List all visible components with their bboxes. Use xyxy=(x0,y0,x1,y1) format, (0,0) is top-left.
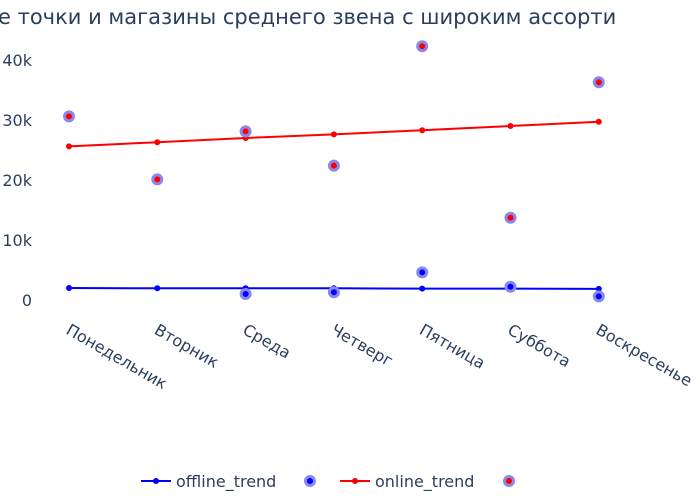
x-tick-label: Суббота xyxy=(505,320,575,371)
data-point xyxy=(239,288,252,300)
series-offline xyxy=(239,266,605,303)
y-axis-ticks: 0 10k 20k 30k 40k xyxy=(2,51,32,310)
trend-point xyxy=(154,285,161,292)
legend-label: online_trend xyxy=(375,472,474,492)
x-tick-label: Среда xyxy=(240,320,295,362)
data-point xyxy=(151,173,164,186)
x-tick-label: Четверг xyxy=(328,320,396,370)
x-tick-label: Воскресенье xyxy=(593,320,696,390)
legend-item-offline-trend[interactable]: offline_trend xyxy=(141,472,276,492)
series-online xyxy=(63,40,605,224)
series-online-trend xyxy=(66,118,602,150)
trend-point xyxy=(154,139,161,146)
legend-item-online-trend[interactable]: online_trend xyxy=(340,472,474,492)
trend-point xyxy=(507,123,514,129)
legend-item-marker[interactable] xyxy=(503,475,515,487)
data-point xyxy=(327,159,340,172)
chart-title: е точки и магазины среднего звена с широ… xyxy=(0,5,616,29)
data-point xyxy=(592,76,605,89)
y-tick-label: 20k xyxy=(2,171,32,190)
legend-marker-swatch xyxy=(503,475,515,487)
trend-point xyxy=(66,143,72,150)
trend-point xyxy=(419,127,426,134)
data-point xyxy=(327,286,340,299)
x-tick-label: Вторник xyxy=(151,320,222,372)
trend-point xyxy=(66,285,72,291)
y-tick-label: 10k xyxy=(2,231,32,250)
data-point xyxy=(592,290,605,303)
legend-marker-swatch xyxy=(304,475,316,487)
legend-dot xyxy=(153,478,159,484)
legend-label: offline_trend xyxy=(176,472,276,492)
y-tick-label: 40k xyxy=(2,51,32,70)
trend-point xyxy=(330,131,337,138)
trend-point xyxy=(419,285,426,292)
y-tick-label: 0 xyxy=(22,291,32,310)
data-point xyxy=(63,110,75,123)
x-tick-label: Пятница xyxy=(416,320,488,373)
legend-dot xyxy=(352,478,358,484)
data-point xyxy=(416,40,429,53)
trend-point xyxy=(595,285,602,292)
data-point xyxy=(504,211,517,224)
legend[interactable]: offline_trend online_trend xyxy=(141,472,515,492)
data-point xyxy=(239,125,252,138)
y-tick-label: 30k xyxy=(2,111,32,130)
data-point xyxy=(504,280,517,293)
trend-point xyxy=(595,118,602,125)
legend-item-marker[interactable] xyxy=(304,475,316,487)
data-point xyxy=(416,266,429,279)
plot-area xyxy=(63,40,605,303)
